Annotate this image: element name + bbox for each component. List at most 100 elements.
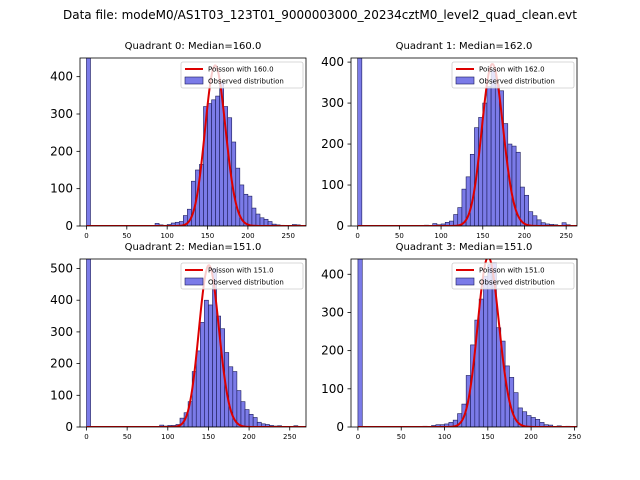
quadrant-1-xtick-label: 50 [395,232,404,240]
quadrant-0-title: Quadrant 0: Median=160.0 [125,41,262,52]
quadrant-2-ytick-label: 0 [65,420,73,434]
quadrant-3-histogram-bar [530,417,536,427]
quadrant-2-title: Quadrant 2: Median=151.0 [125,242,262,253]
quadrant-1-title: Quadrant 1: Median=162.0 [396,41,533,52]
quadrant-1-panel: Quadrant 1: Median=162.0 0 50 100 150 200 250 0… [321,41,578,240]
quadrant-1-histogram-bar [511,145,517,226]
quadrant-2-legend-box [180,262,304,290]
quadrant-3-histogram-bar [535,419,541,427]
quadrant-0-histogram-bar [211,99,216,226]
quadrant-1-legend: Poisson with 162.0 Observed distribution [451,61,575,89]
quadrant-3-histogram-bar [478,298,484,427]
quadrant-3-legend-line-label: Poisson with 151.0 [479,267,545,275]
quadrant-0-panel: Quadrant 0: Median=160.0 0 50 100 150 200 250 0… [50,41,307,240]
quadrant-1-xtick-label: 250 [559,232,572,240]
quadrant-2-ytick-label: 100 [50,388,73,402]
quadrant-2-histogram-bar [208,304,213,427]
quadrant-1-histogram-bar [524,194,529,226]
quadrant-0-xtick-label: 150 [201,232,214,240]
quadrant-1-ytick-label: 200 [321,137,344,151]
quadrant-3-histogram-bar [522,411,528,427]
quadrant-1-ytick-label: 100 [321,178,344,192]
quadrant-2-histogram-bar [240,401,246,427]
quadrant-1-histogram-bar [457,207,463,226]
quadrant-1-histogram-bar [486,86,492,226]
quadrant-0-legend-bar-swatch [184,76,204,85]
quadrant-2-xtick-label: 200 [242,433,255,441]
quadrant-3-ytick-label: 300 [321,305,344,319]
quadrant-1-xtick-label: 150 [476,232,489,240]
quadrant-0-plot-area [86,58,306,226]
quadrant-3-ytick-label: 100 [321,382,344,396]
quadrant-2-histogram-bar [244,409,250,427]
quadrant-3-xtick-label: 100 [438,433,451,441]
quadrant-0-histogram-bar [86,58,91,226]
quadrant-2-legend-bar-label: Observed distribution [208,279,284,287]
quadrant-0-xtick-label: 50 [122,232,131,240]
quadrant-1-legend-box [451,61,575,89]
quadrant-1-histogram-bar [494,84,500,226]
quadrant-0-poisson-curve [86,64,306,226]
quadrant-1-histogram-bar [453,214,459,226]
quadrant-3-xtick-label: 150 [481,433,494,441]
quadrant-0-histogram-bar [207,103,212,226]
quadrant-3-xtick-label: 50 [397,433,406,441]
quadrant-2-histogram-bar [252,417,258,427]
quadrant-3-histogram-bar [483,275,489,427]
quadrant-3-plot-area [357,259,577,427]
quadrant-2-ytick-label: 500 [50,262,73,276]
quadrant-1-xtick-label: 0 [355,232,359,240]
quadrant-2-histogram-bar [86,259,91,427]
quadrant-1-histogram-bar [532,215,538,226]
quadrant-2-xtick-label: 100 [161,433,174,441]
quadrant-3-xtick-label: 0 [356,433,360,441]
quadrant-3-ytick-label: 400 [321,267,344,281]
quadrant-0-xtick-label: 0 [84,232,88,240]
quadrant-1-axes-frame [350,57,578,227]
quadrant-0-histogram-bar [263,218,269,226]
quadrant-1-ytick-label: 400 [321,55,344,69]
quadrant-0-ytick-label: 100 [50,182,73,196]
quadrant-2-panel: Quadrant 2: Median=151.0 0 50 100 150 200 250 0… [50,242,307,441]
quadrant-0-legend-line-label: Poisson with 160.0 [208,66,274,74]
quadrant-2-legend-line-label: Poisson with 151.0 [208,267,274,275]
quadrant-0-histogram-bar [259,217,265,226]
quadrant-1-xtick-label: 100 [434,232,447,240]
quadrant-0-ytick-label: 400 [50,70,73,84]
quadrant-1-histogram-bar [528,211,534,226]
quadrant-1-histogram-bar [357,58,363,226]
quadrant-1-legend-bar-swatch [455,76,475,85]
quadrant-0-ytick-label: 300 [50,107,73,121]
quadrant-2-ytick-label: 400 [50,293,73,307]
quadrant-2-plot-area [86,259,306,427]
quadrant-0-axes-frame [79,57,307,227]
quadrant-0-legend-bar-label: Observed distribution [208,78,284,86]
quadrant-3-histogram-bar [357,259,363,427]
quadrant-0-xtick-label: 100 [160,232,173,240]
quadrant-2-histogram-bar [200,322,205,427]
quadrant-2-legend: Poisson with 151.0 Observed distribution [180,262,304,290]
quadrant-0-xtick-label: 250 [282,232,295,240]
quadrant-2-xtick-label: 0 [84,433,88,441]
quadrant-3-ytick-label: 0 [336,420,344,434]
quadrant-3-legend-bar-swatch [455,277,475,286]
quadrant-3-ytick-label: 200 [321,344,344,358]
quadrant-0-ytick-label: 200 [50,144,73,158]
quadrant-2-histogram-bar [195,350,201,427]
quadrant-2-legend-bar-swatch [184,277,204,286]
quadrant-0-xtick-label: 200 [241,232,254,240]
quadrant-1-xtick-label: 200 [518,232,531,240]
quadrant-3-histogram-bar [526,415,532,427]
quadrant-1-ytick-label: 0 [336,219,344,233]
quadrant-0-histogram-bar [247,195,253,226]
quadrant-0-legend: Poisson with 160.0 Observed distribution [180,61,304,89]
quadrant-3-panel: Quadrant 3: Median=151.0 0 50 100 150 200 250 0… [321,242,581,441]
figure-suptitle: Data file: modeM0/AS1T03_123T01_90000030… [63,8,577,22]
quadrant-2-histogram-bar [236,390,242,427]
quadrant-2-histogram-bar [204,299,209,427]
quadrant-3-xtick-label: 200 [524,433,537,441]
quadrant-0-histogram-bar [235,167,241,226]
quadrant-2-histogram-bar [248,414,254,427]
quadrant-3-axes-frame [350,258,578,428]
